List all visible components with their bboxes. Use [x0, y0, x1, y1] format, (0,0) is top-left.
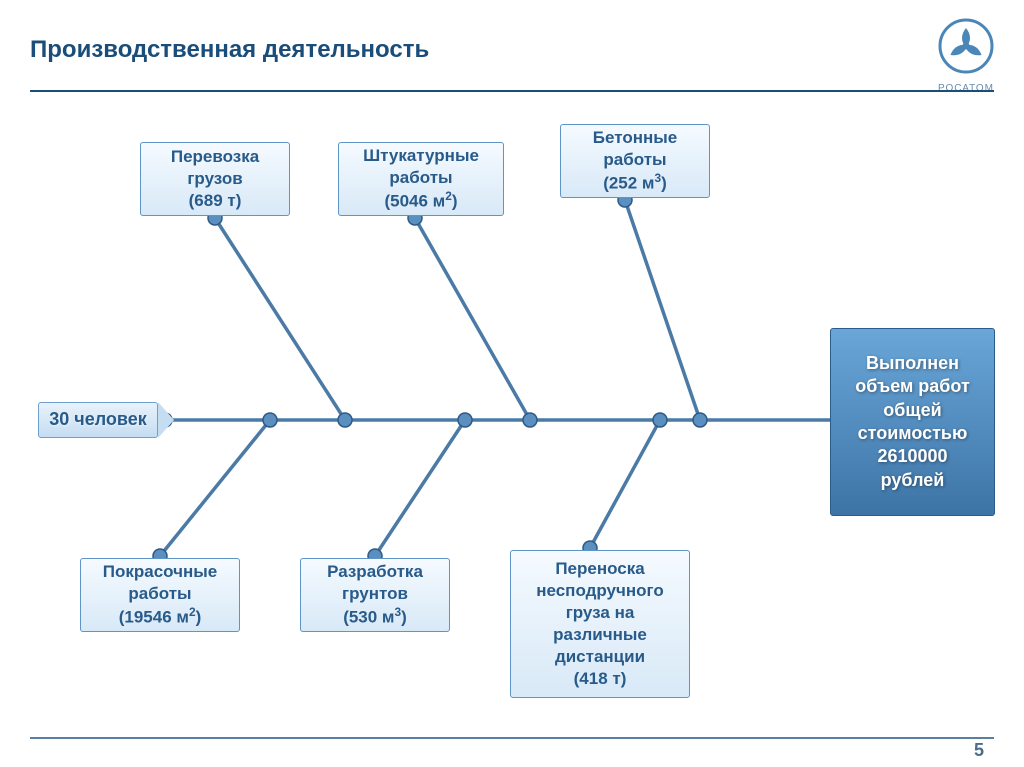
fishbone-diagram: 30 человек Выполненобъем работобщейстоимо…	[0, 110, 1024, 670]
fishbone-result: Выполненобъем работобщейстоимостью261000…	[830, 328, 995, 516]
footer-rule	[30, 737, 994, 739]
rosatom-logo-icon	[938, 18, 994, 74]
fishbone-branch-box: Перевозкагрузов(689 т)	[140, 142, 290, 216]
fishbone-branch-box: Штукатурныеработы(5046 м2)	[338, 142, 504, 216]
fishbone-branch-box: Переносканесподручногогруза наразличныед…	[510, 550, 690, 698]
fishbone-head-tip	[158, 402, 174, 438]
page-number: 5	[974, 740, 984, 761]
fishbone-head: 30 человек	[38, 402, 158, 438]
title-rule	[30, 90, 994, 92]
fishbone-branch-box: Бетонныеработы(252 м3)	[560, 124, 710, 198]
rosatom-logo: РОСАТОМ	[938, 18, 994, 94]
page-title: Производственная деятельность	[30, 36, 429, 64]
rosatom-logo-text: РОСАТОМ	[938, 83, 994, 94]
fishbone-branch-box: Разработкагрунтов(530 м3)	[300, 558, 450, 632]
fishbone-branch-box: Покрасочныеработы(19546 м2)	[80, 558, 240, 632]
